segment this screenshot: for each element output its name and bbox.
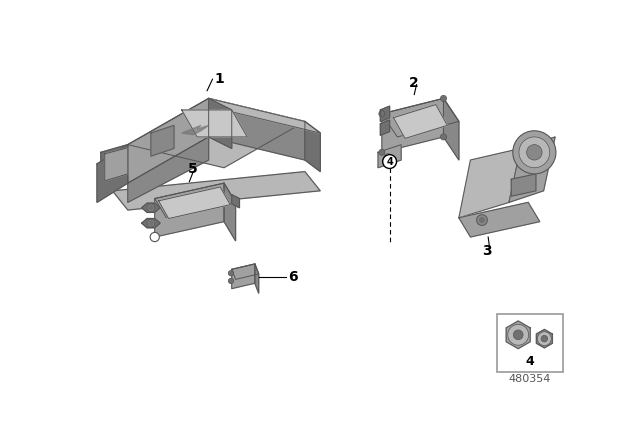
Polygon shape [141, 203, 160, 212]
Polygon shape [209, 99, 232, 148]
Polygon shape [182, 125, 209, 134]
Text: 4: 4 [386, 156, 393, 167]
Circle shape [538, 332, 551, 345]
Polygon shape [382, 99, 444, 152]
Polygon shape [305, 121, 320, 172]
Circle shape [541, 336, 548, 342]
Polygon shape [151, 125, 174, 156]
Polygon shape [380, 106, 390, 121]
Polygon shape [232, 264, 255, 289]
Polygon shape [509, 137, 555, 202]
Circle shape [440, 95, 447, 102]
Text: 1: 1 [214, 72, 224, 86]
Polygon shape [224, 183, 236, 241]
Circle shape [480, 218, 484, 222]
Polygon shape [128, 99, 305, 168]
Circle shape [147, 220, 155, 227]
Polygon shape [511, 174, 536, 196]
Polygon shape [159, 187, 230, 219]
Circle shape [150, 233, 159, 241]
Polygon shape [128, 99, 209, 183]
Polygon shape [209, 99, 305, 160]
Polygon shape [382, 99, 459, 137]
Text: 480354: 480354 [509, 375, 551, 384]
Polygon shape [232, 264, 259, 280]
Polygon shape [444, 99, 459, 160]
Text: 4: 4 [525, 355, 534, 368]
Polygon shape [209, 99, 320, 133]
Circle shape [384, 154, 392, 162]
Circle shape [228, 278, 234, 284]
Polygon shape [141, 219, 160, 228]
Text: 3: 3 [483, 244, 492, 258]
Circle shape [513, 330, 523, 340]
Circle shape [228, 271, 234, 276]
Circle shape [440, 134, 447, 140]
Text: 5: 5 [188, 162, 197, 176]
Circle shape [149, 221, 153, 225]
Circle shape [383, 155, 397, 168]
Polygon shape [232, 195, 239, 208]
Polygon shape [155, 183, 236, 218]
Circle shape [508, 324, 529, 345]
Polygon shape [182, 110, 247, 137]
Polygon shape [97, 145, 128, 202]
Circle shape [513, 131, 556, 174]
Polygon shape [155, 183, 224, 237]
Circle shape [477, 215, 488, 225]
Polygon shape [105, 148, 128, 181]
Text: 6: 6 [288, 270, 298, 284]
Circle shape [519, 137, 550, 168]
Bar [497, 314, 563, 372]
Polygon shape [101, 145, 128, 191]
Polygon shape [128, 137, 209, 202]
Polygon shape [380, 120, 390, 135]
Circle shape [149, 206, 153, 210]
Polygon shape [113, 172, 320, 210]
Circle shape [527, 145, 542, 160]
Polygon shape [394, 104, 447, 138]
Text: 2: 2 [410, 76, 419, 90]
Circle shape [379, 149, 385, 155]
Circle shape [147, 204, 155, 211]
Polygon shape [506, 321, 530, 349]
Polygon shape [459, 148, 520, 218]
Circle shape [379, 111, 385, 117]
Polygon shape [536, 329, 552, 348]
Polygon shape [459, 202, 540, 237]
Polygon shape [255, 264, 259, 293]
Polygon shape [378, 145, 401, 168]
